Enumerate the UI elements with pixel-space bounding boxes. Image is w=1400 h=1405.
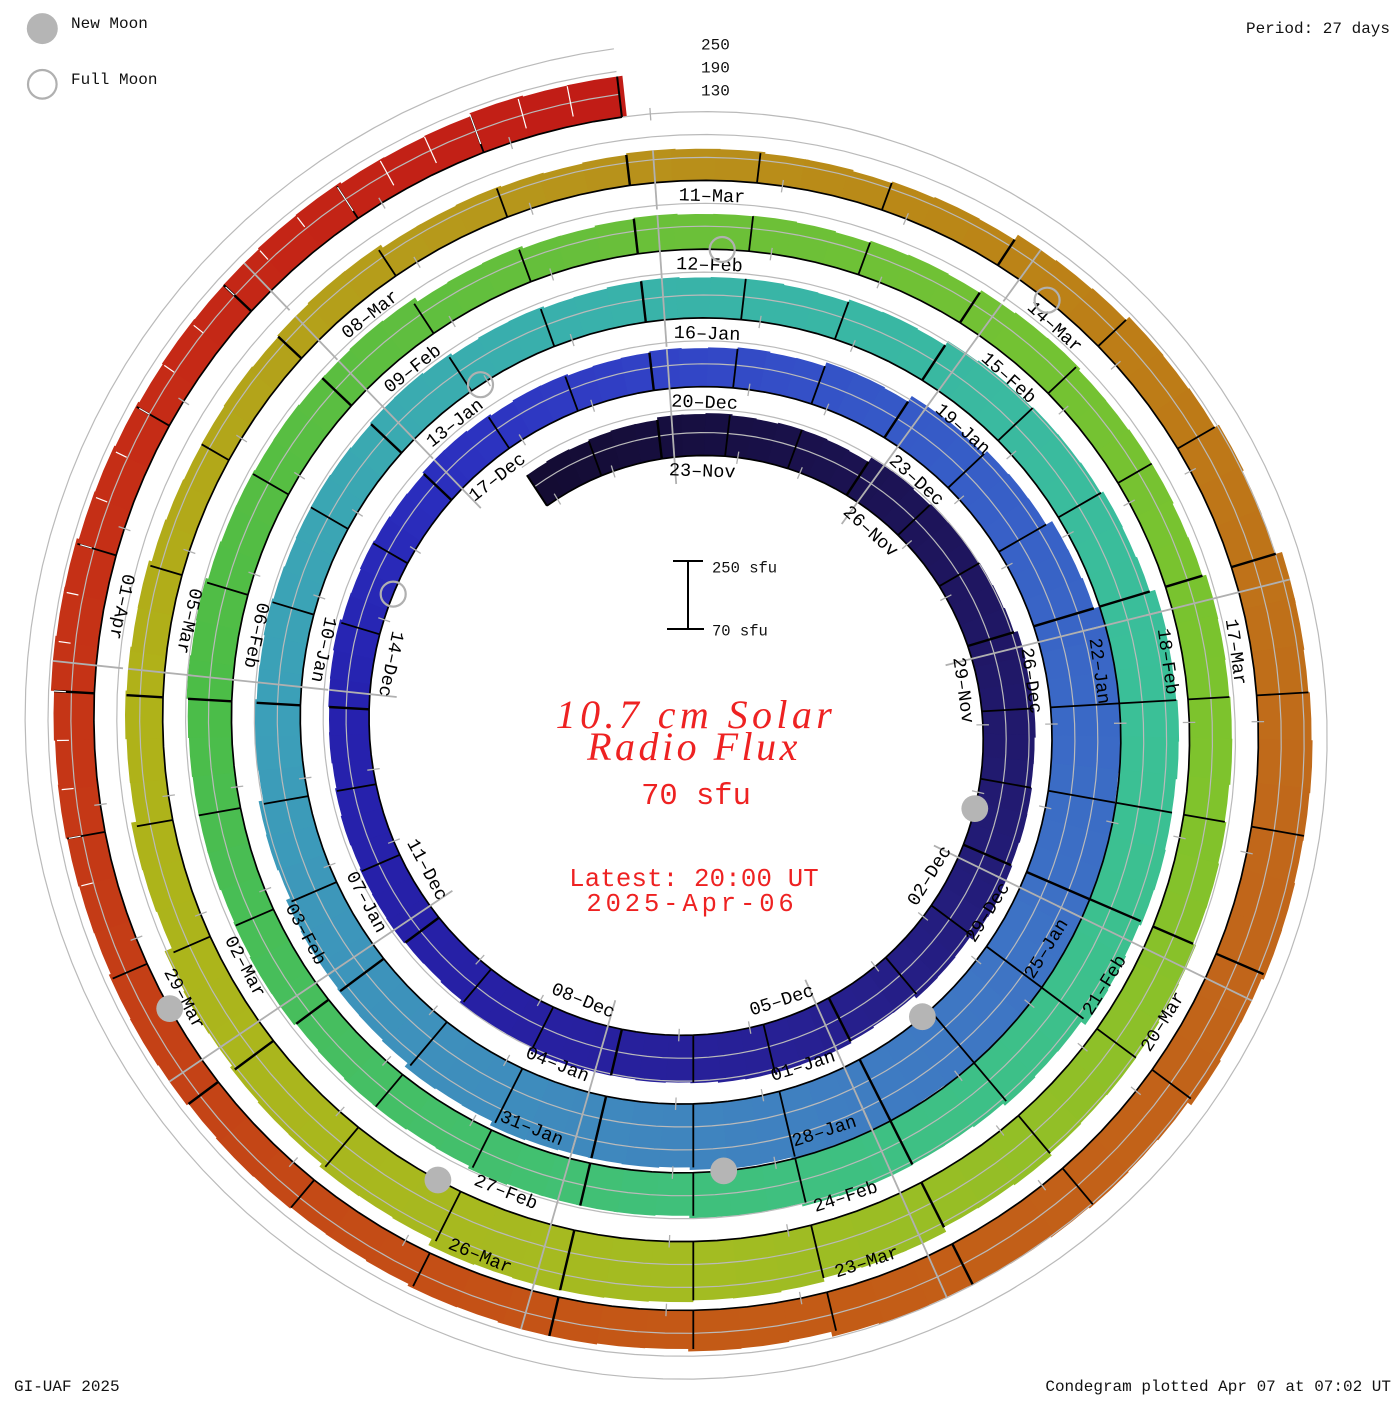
svg-text:250 sfu: 250 sfu bbox=[712, 560, 777, 578]
svg-text:2025-Apr-06: 2025-Apr-06 bbox=[586, 890, 797, 919]
svg-text:70 sfu: 70 sfu bbox=[712, 623, 768, 641]
svg-text:Period: 27 days: Period: 27 days bbox=[1246, 20, 1390, 38]
svg-text:16–Jan: 16–Jan bbox=[673, 323, 740, 346]
svg-text:Full Moon: Full Moon bbox=[71, 71, 157, 89]
svg-text:130: 130 bbox=[701, 83, 730, 101]
svg-text:Radio Flux: Radio Flux bbox=[586, 724, 801, 769]
svg-text:250: 250 bbox=[701, 37, 730, 55]
svg-text:20–Dec: 20–Dec bbox=[671, 392, 738, 415]
svg-text:11–Mar: 11–Mar bbox=[678, 185, 745, 208]
svg-text:Condegram plotted Apr 07 at 07: Condegram plotted Apr 07 at 07:02 UT bbox=[1045, 1378, 1391, 1396]
svg-text:190: 190 bbox=[701, 60, 730, 78]
svg-text:23–Nov: 23–Nov bbox=[669, 460, 736, 483]
svg-text:70 sfu: 70 sfu bbox=[641, 780, 751, 814]
svg-text:New Moon: New Moon bbox=[71, 15, 148, 33]
svg-text:GI-UAF 2025: GI-UAF 2025 bbox=[14, 1378, 120, 1396]
